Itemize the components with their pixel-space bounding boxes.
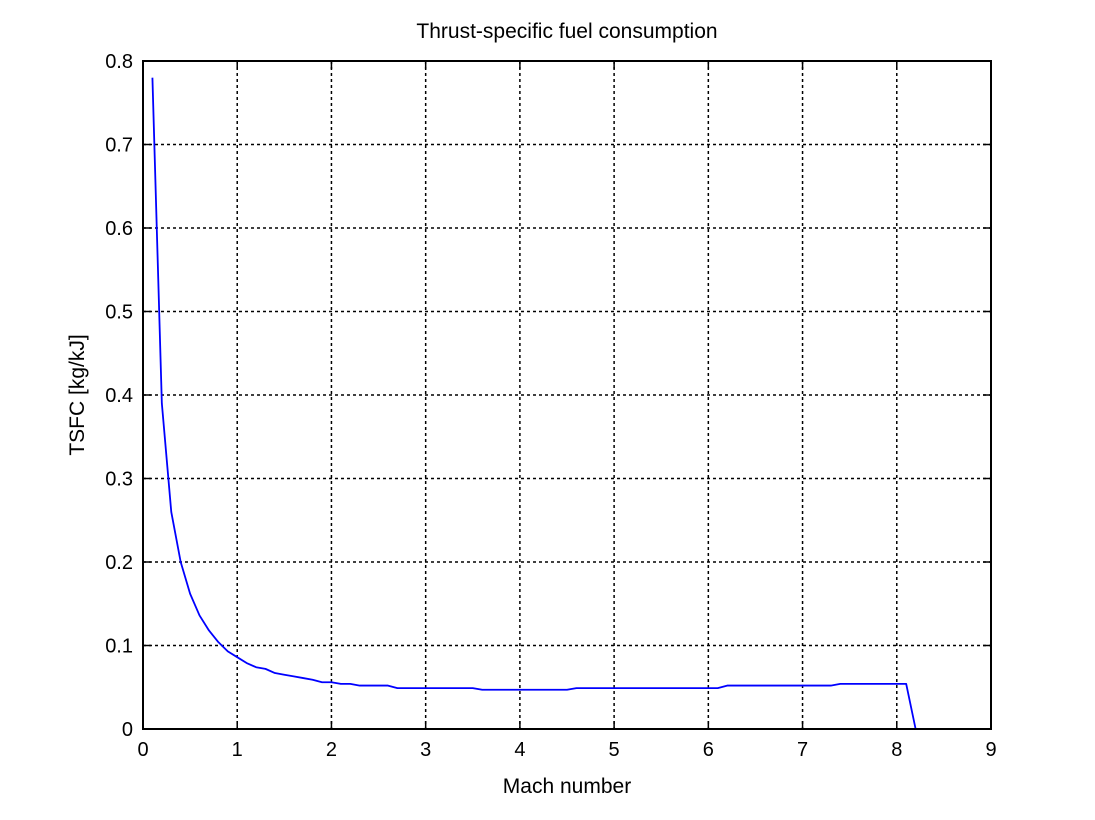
y-tick-label: 0.1 (105, 636, 133, 658)
x-tick-label: 2 (326, 739, 337, 761)
x-tick-label: 5 (609, 739, 620, 761)
y-axis-title: TSFC [kg/kJ] (66, 334, 89, 455)
x-tick-label: 0 (137, 739, 148, 761)
y-tick-label: 0.4 (105, 385, 133, 407)
y-tick-label: 0.6 (105, 218, 133, 240)
y-tick-label: 0 (122, 719, 133, 741)
y-tick-labels: 0 0.1 0.2 0.3 0.4 0.5 0.6 0.7 0.8 (105, 51, 133, 741)
chart-title: Thrust-specific fuel consumption (416, 20, 717, 43)
x-tick-label: 8 (891, 739, 902, 761)
y-tick-label: 0.7 (105, 135, 133, 157)
x-tick-label: 1 (232, 739, 243, 761)
y-tick-label: 0.8 (105, 51, 133, 73)
x-tick-label: 7 (797, 739, 808, 761)
tick-marks (142, 60, 992, 730)
y-tick-label: 0.3 (105, 469, 133, 491)
x-tick-labels: 0 1 2 3 4 5 6 7 8 9 (137, 739, 996, 761)
x-axis-title: Mach number (503, 775, 631, 798)
y-tick-label: 0.2 (105, 552, 133, 574)
x-tick-label: 6 (703, 739, 714, 761)
x-tick-label: 9 (985, 739, 996, 761)
x-tick-label: 3 (420, 739, 431, 761)
y-tick-label: 0.5 (105, 302, 133, 324)
x-tick-label: 4 (514, 739, 525, 761)
series-layer (151, 77, 917, 730)
series-line-0 (151, 77, 917, 730)
